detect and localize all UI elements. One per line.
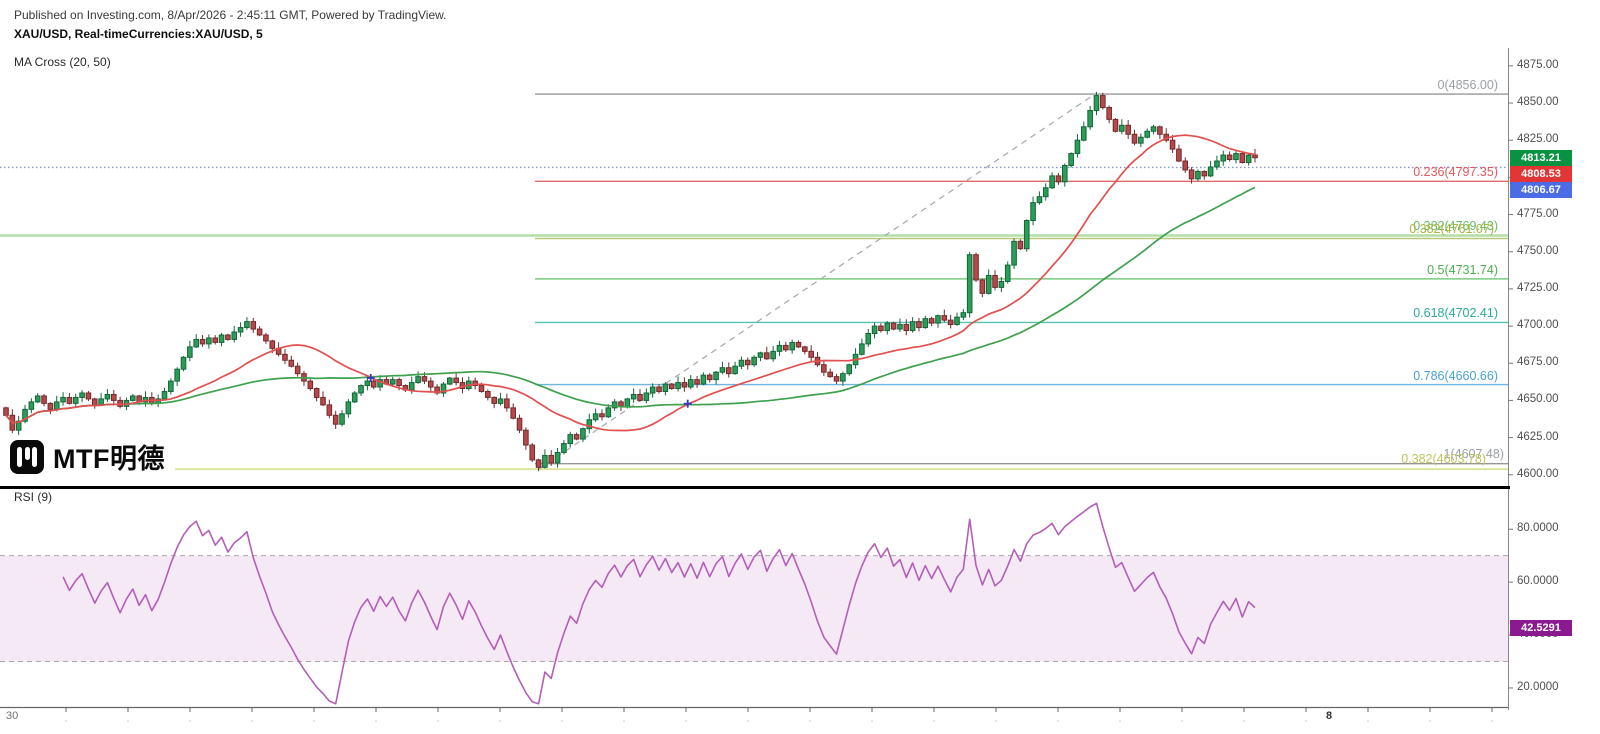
ma-fast-line — [5, 134, 1256, 432]
rsi-axis-tick: 80.0000 — [1517, 522, 1559, 535]
candlestick-series — [3, 91, 1258, 472]
rsi-band — [0, 555, 1508, 662]
price-axis-tick: 4750.00 — [1517, 244, 1559, 257]
price-axis-tick: 4775.00 — [1517, 207, 1559, 220]
price-axis-tick: 4700.00 — [1517, 319, 1559, 332]
symbol-title: XAU/USD, Real-timeCurrencies:XAU/USD, 5 — [14, 27, 263, 41]
ma-slow-badge: 4806.67 — [1510, 182, 1572, 198]
x-axis-label: 30 — [6, 710, 19, 722]
price-axis-tick: 4600.00 — [1517, 467, 1559, 480]
price-axis-tick: 4875.00 — [1517, 58, 1559, 71]
fib-level-label-1: 0.236(4797.35) — [1413, 165, 1498, 180]
ma-fast-badge: 4808.53 — [1510, 166, 1572, 182]
ma-slow-line — [5, 186, 1256, 424]
fib-retracement-lines — [0, 93, 1508, 471]
rsi-indicator-label: RSI (9) — [14, 490, 53, 504]
fib-level-label-0: 0(4856.00) — [1437, 78, 1498, 93]
axes[interactable] — [0, 48, 1513, 722]
trendline — [537, 92, 1097, 471]
rsi-value-badge: 42.5291 — [1510, 620, 1572, 636]
ma-cross-indicator-label: MA Cross (20, 50) — [14, 55, 111, 69]
fib-level-label-4: 0.5(4731.74) — [1427, 262, 1498, 277]
fib-level-label-3: 0.382(4761.07) — [1409, 222, 1494, 236]
fib-level-label-2: 0.382(4769.43) — [1413, 219, 1498, 233]
price-axis-tick: 4850.00 — [1517, 96, 1559, 109]
fib-level-label-6: 0.786(4660.66) — [1413, 368, 1498, 383]
x-axis-label: 8 — [1326, 710, 1333, 722]
fib-level-label-5: 0.618(4702.41) — [1413, 306, 1498, 321]
price-axis-tick: 4825.00 — [1517, 133, 1559, 146]
last-price-badge: 4813.21 — [1510, 150, 1572, 166]
fib-level-label-8: 0.382(4603.78) — [1401, 452, 1486, 466]
watermark-text: MTF明德 — [53, 444, 165, 474]
rsi-line — [62, 502, 1256, 705]
mtf-logo-icon — [10, 439, 44, 474]
ma-cross-markers — [366, 373, 692, 408]
rsi-axis-tick: 20.0000 — [1517, 680, 1559, 693]
price-axis-tick: 4625.00 — [1517, 430, 1559, 443]
price-axis-tick: 4675.00 — [1517, 356, 1559, 369]
fib-level-label-7: 1(4607.48) — [1443, 447, 1504, 461]
price-axis-tick: 4725.00 — [1517, 281, 1559, 294]
rsi-axis-tick: 60.0000 — [1517, 575, 1559, 588]
watermark: MTF明德 — [10, 437, 165, 476]
published-line: Published on Investing.com, 8/Apr/2026 -… — [14, 8, 447, 22]
pane-divider — [0, 486, 1510, 489]
price-axis-tick: 4650.00 — [1517, 393, 1559, 406]
